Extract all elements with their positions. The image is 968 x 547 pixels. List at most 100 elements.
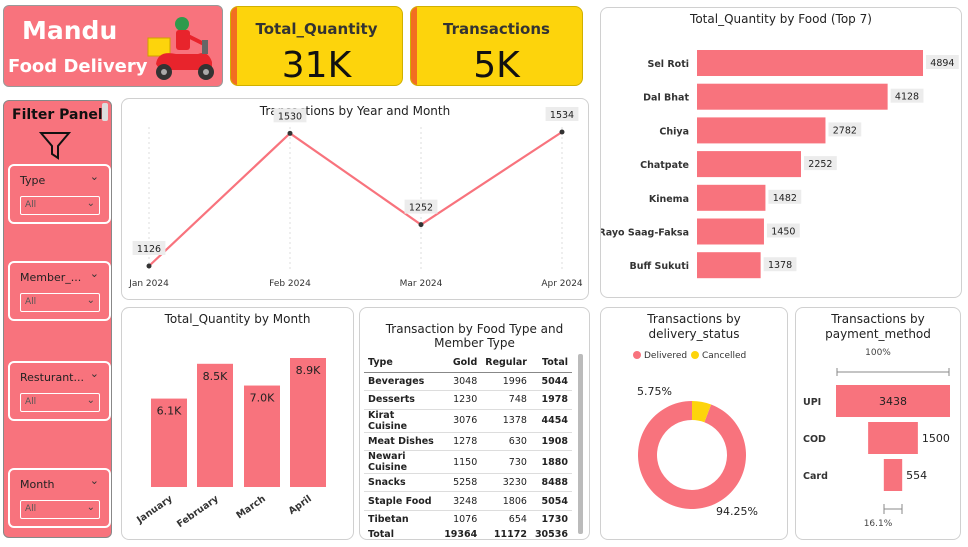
data-label-bg (926, 55, 959, 69)
data-label-bg (890, 88, 924, 103)
x-tick-label: February (175, 493, 221, 530)
table-row[interactable]: Tibetan 1076 654 1730 (364, 510, 572, 528)
cell-value: 1880 (530, 450, 572, 475)
kpi-value: 5K (473, 45, 520, 86)
brand-name: Mandu (22, 16, 118, 45)
cell-value: 730 (481, 450, 531, 475)
data-label-bg (404, 199, 438, 214)
bar (697, 117, 826, 144)
legend-label: Cancelled (702, 351, 746, 361)
chevron-down-icon[interactable]: ⌄ (89, 367, 99, 380)
chevron-down-icon[interactable]: ⌄ (89, 267, 99, 280)
row-label: Tibetan (368, 514, 409, 526)
month-bar-chart: 6.1K January 8.5K February 7.0K March 8.9K Apri… (134, 358, 326, 530)
slice (692, 401, 712, 423)
month-chart-card: Total_Quantity by Month 6.1K January 8.5K F… (121, 307, 354, 540)
category-label: Kinema (649, 194, 689, 205)
funnel-bar (836, 385, 950, 417)
filter-scrollbar[interactable] (102, 103, 108, 121)
funnel-bottom-label: 16.1% (863, 519, 893, 529)
slicer-type[interactable]: Type ⌄ All ⌄ (8, 164, 111, 224)
matrix-table: Type Gold Regular Total Beverages 3048 199… (364, 354, 572, 541)
data-label-bg (766, 223, 800, 238)
data-label: 6.1K (157, 405, 182, 418)
data-label: 1500 (922, 432, 950, 445)
table-row[interactable]: Kirat Cuisine 3076 1378 4454 (364, 409, 572, 433)
column-header[interactable]: Total (542, 357, 568, 369)
column-header[interactable]: Type (368, 357, 393, 369)
slicer-label: Type (20, 174, 46, 187)
food-bar-chart: Sel Roti 4894 Dal Bhat 4128 Chiya 2782 Chatpat… (601, 50, 959, 279)
slicer-label: Resturant... (20, 371, 84, 384)
data-label: 8.5K (203, 370, 228, 383)
line-chart-card: Transactions by Year and Month 1126 Jan 2… (121, 98, 589, 300)
bar (697, 151, 801, 178)
payment-funnel-chart: UPI 3438 COD 1500 Card 554 (803, 368, 950, 514)
line-chart: 1126 Jan 2024 1530 Feb 2024 1252 Mar 2024 1534… (128, 107, 583, 289)
data-label: 4894 (930, 58, 954, 69)
donut-chart-title: Transactions by delivery_status (647, 312, 741, 341)
slicer-dropdown[interactable]: All ⌄ (20, 500, 100, 519)
slicer-dropdown[interactable]: All ⌄ (20, 293, 100, 312)
data-label: 1378 (768, 260, 792, 271)
slicer-restaurant[interactable]: Resturant... ⌄ All ⌄ (8, 361, 111, 421)
cell-value: 3048 (440, 372, 482, 392)
donut-chart-card: Transactions by delivery_status Delivere… (600, 307, 788, 540)
category-label: Dal Bhat (643, 93, 689, 104)
cell-value: 630 (481, 432, 531, 452)
row-label: Staple Food (364, 491, 441, 511)
chevron-down-icon: ⌄ (86, 502, 95, 513)
data-label: 554 (906, 469, 927, 482)
table-row[interactable]: Desserts 1230 748 1978 (364, 390, 572, 410)
row-label: Meat Dishes (364, 432, 441, 452)
bar (151, 398, 187, 487)
data-label: 1534 (550, 110, 574, 121)
chevron-down-icon[interactable]: ⌄ (89, 474, 99, 487)
slicer-member-type[interactable]: Member_... ⌄ All ⌄ (8, 261, 111, 321)
data-label: 4128 (895, 92, 919, 103)
bar (197, 363, 233, 487)
bar (697, 83, 888, 110)
table-row[interactable]: Staple Food 3248 1806 5054 (364, 491, 572, 511)
table-row[interactable]: Newari Cuisine 1150 730 1880 (364, 450, 572, 475)
bar (697, 252, 761, 279)
delivery-scooter-icon (147, 17, 214, 80)
matrix-scrollbar[interactable] (578, 354, 583, 534)
slicer-dropdown[interactable]: All ⌄ (20, 196, 100, 215)
data-point (418, 222, 424, 228)
chevron-down-icon: ⌄ (86, 395, 95, 406)
column-header[interactable]: Regular (485, 357, 527, 369)
table-row[interactable]: Snacks 5258 3230 8488 (364, 473, 572, 493)
slicer-month[interactable]: Month ⌄ All ⌄ (8, 468, 111, 528)
x-tick-label: Apr 2024 (541, 279, 583, 289)
cell-value: 8488 (530, 473, 572, 493)
category-label: Card (803, 471, 828, 482)
row-label: Desserts (364, 390, 441, 410)
slicer-label: Month (20, 478, 55, 491)
row-label: Beverages (364, 372, 441, 392)
slicer-label: Member_... (20, 271, 82, 284)
row-label: Kirat Cuisine (364, 409, 441, 433)
series-line (148, 131, 563, 267)
bar (697, 218, 764, 245)
x-tick-label: April (287, 493, 314, 517)
data-label: 1450 (771, 227, 795, 238)
column-header[interactable]: Gold (452, 357, 478, 369)
funnel-chart-title: Transactions by payment_method (825, 312, 931, 341)
cell-value: 1996 (481, 372, 531, 392)
table-row[interactable]: Beverages 3048 1996 5044 (364, 372, 572, 392)
total-label: Total (368, 529, 394, 541)
data-label: 7.0K (250, 392, 275, 405)
cell-value: 654 (508, 514, 527, 526)
slicer-dropdown[interactable]: All ⌄ (20, 393, 100, 412)
chevron-down-icon[interactable]: ⌄ (89, 170, 99, 183)
x-tick-label: March (234, 493, 267, 521)
data-label: 1482 (773, 193, 797, 204)
table-row[interactable]: Meat Dishes 1278 630 1908 (364, 432, 572, 452)
total-value: 19364 (444, 529, 478, 541)
funnel-chart-card: Transactions by payment_method 100% 16.1… (795, 307, 961, 540)
hbar-chart-card: Total_Quantity by Food (Top 7) Sel Roti 4… (600, 7, 962, 298)
cell-value: 1978 (530, 390, 572, 410)
data-point (559, 129, 565, 135)
x-tick-label: Mar 2024 (400, 279, 443, 289)
